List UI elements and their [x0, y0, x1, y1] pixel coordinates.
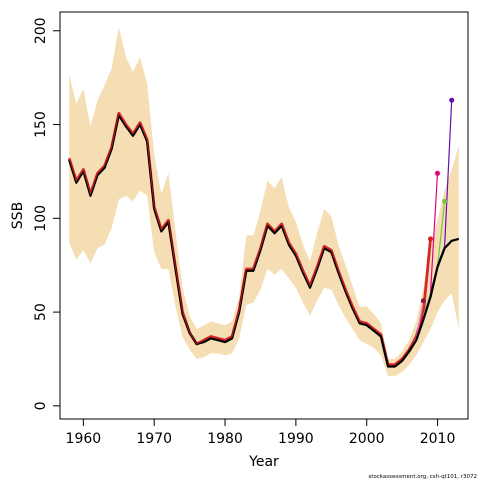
- series-layer: [67, 100, 460, 368]
- endpoint-marker-3: [442, 198, 448, 204]
- y-tick-label-150: 150: [33, 111, 49, 138]
- endpoint-marker-1: [428, 236, 433, 242]
- x-tick-label-1990: 1990: [278, 431, 314, 447]
- series-line-0: [68, 114, 460, 368]
- confidence-band: [69, 27, 459, 376]
- endpoint-marker-0: [420, 298, 426, 304]
- x-tick-label-1980: 1980: [207, 431, 243, 447]
- endpoint-marker-2: [435, 170, 440, 176]
- x-tick-label-1970: 1970: [136, 431, 172, 447]
- source-footnote: stockassessment.org, csh-qt101, r3072: [368, 474, 477, 480]
- confidence-band-layer: [69, 27, 459, 376]
- x-axis: 1960 1970 1980 1990 2000 2010: [66, 418, 456, 447]
- points-layer: [420, 97, 455, 304]
- x-tick-label-1960: 1960: [66, 431, 102, 447]
- endpoint-marker-4: [449, 97, 455, 103]
- series-line-overlay: [68, 112, 375, 345]
- y-tick-label-100: 100: [33, 205, 49, 232]
- x-tick-label-2010: 2010: [420, 431, 456, 447]
- y-axis: 0 50 100 150 200: [33, 17, 60, 410]
- y-tick-label-0: 0: [33, 401, 49, 410]
- y-tick-label-200: 200: [33, 17, 49, 44]
- y-axis-title: SSB: [10, 202, 26, 229]
- x-axis-title: Year: [248, 454, 279, 470]
- y-tick-label-50: 50: [33, 303, 49, 321]
- x-tick-label-2000: 2000: [349, 431, 385, 447]
